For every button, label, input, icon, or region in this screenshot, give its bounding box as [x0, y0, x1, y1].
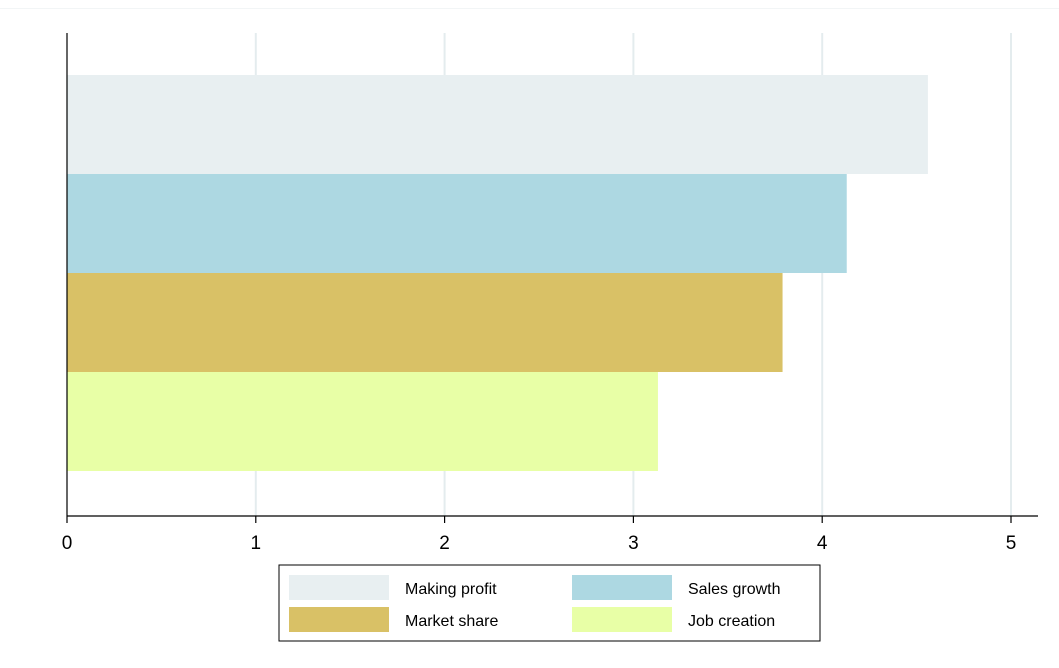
- legend: Making profit Sales growth Market share Job…: [278, 564, 821, 642]
- bar-sales-growth: [67, 174, 847, 273]
- legend-swatch-making-profit: [289, 575, 389, 600]
- bar-making-profit: [67, 75, 928, 174]
- legend-label-job-creation: Job creation: [688, 613, 775, 630]
- x-tick-label: 4: [817, 533, 828, 554]
- bar-market-share: [67, 273, 783, 372]
- legend-label-market-share: Market share: [405, 613, 498, 630]
- x-axis: 0 1 2 3 4 5: [62, 33, 1038, 554]
- legend-swatch-sales-growth: [572, 575, 672, 600]
- bar-job-creation: [67, 372, 658, 471]
- legend-swatch-market-share: [289, 607, 389, 632]
- x-tick-label: 5: [1006, 533, 1017, 554]
- x-tick-label: 2: [439, 533, 450, 554]
- legend-label-making-profit: Making profit: [405, 581, 497, 598]
- legend-swatch-job-creation: [572, 607, 672, 632]
- x-tick-label: 0: [62, 533, 73, 554]
- x-tick-label: 3: [628, 533, 639, 554]
- legend-label-sales-growth: Sales growth: [688, 581, 781, 598]
- bars: [67, 75, 928, 471]
- x-tick-label: 1: [251, 533, 262, 554]
- top-border-line: [0, 8, 1059, 9]
